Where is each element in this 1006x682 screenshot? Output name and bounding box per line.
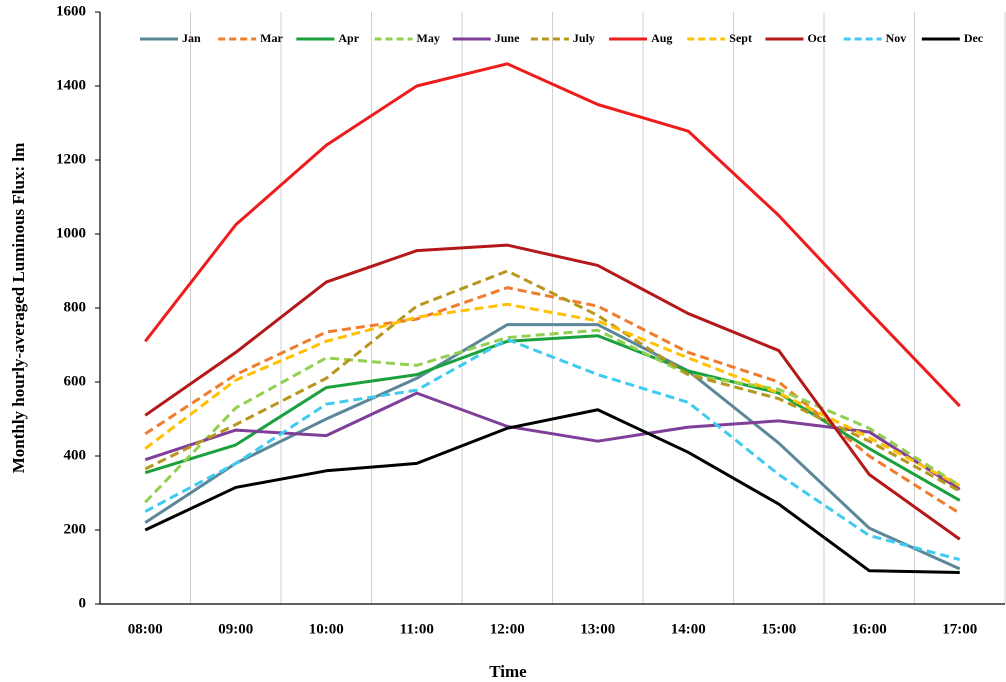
y-tick-label: 1600 (56, 3, 86, 19)
x-tick-label: 10:00 (309, 621, 344, 637)
x-tick-label: 14:00 (671, 621, 706, 637)
y-tick-label: 600 (64, 373, 87, 389)
legend-label: Dec (964, 31, 984, 45)
y-tick-label: 400 (64, 447, 87, 463)
legend-label: Aug (651, 31, 672, 45)
y-tick-label: 1000 (56, 225, 86, 241)
legend-label: July (573, 31, 595, 45)
legend-label: May (417, 31, 440, 45)
y-tick-label: 1200 (56, 151, 86, 167)
series-line (144, 334, 961, 502)
legend-label: Jan (182, 31, 201, 45)
series-line (144, 323, 961, 571)
legend-label: Apr (338, 31, 359, 45)
x-tick-label: 16:00 (852, 621, 887, 637)
series-line (144, 328, 961, 504)
legend-label: Mar (260, 31, 283, 45)
x-tick-label: 15:00 (761, 621, 796, 637)
legend-label: Nov (886, 31, 907, 45)
x-tick-label: 17:00 (942, 621, 977, 637)
legend-label: June (495, 31, 520, 45)
y-tick-label: 200 (64, 521, 87, 537)
series-line (144, 408, 960, 575)
x-tick-label: 08:00 (128, 621, 163, 637)
y-axis-title: Monthly hourly-averaged Luminous Flux: l… (9, 143, 28, 474)
series-line (144, 286, 961, 515)
x-tick-label: 11:00 (400, 621, 434, 637)
x-axis-title: Time (489, 662, 527, 681)
series-line (144, 337, 961, 562)
series-line (144, 243, 961, 541)
x-tick-label: 09:00 (218, 621, 253, 637)
series-line (144, 302, 961, 487)
x-tick-label: 13:00 (580, 621, 615, 637)
series-line (144, 62, 961, 408)
legend-label: Oct (807, 31, 826, 45)
y-tick-label: 0 (79, 595, 87, 611)
x-tick-label: 12:00 (490, 621, 525, 637)
y-tick-label: 1400 (56, 77, 86, 93)
legend-label: Sept (729, 31, 752, 45)
y-tick-label: 800 (64, 299, 87, 315)
series-line (144, 269, 961, 493)
